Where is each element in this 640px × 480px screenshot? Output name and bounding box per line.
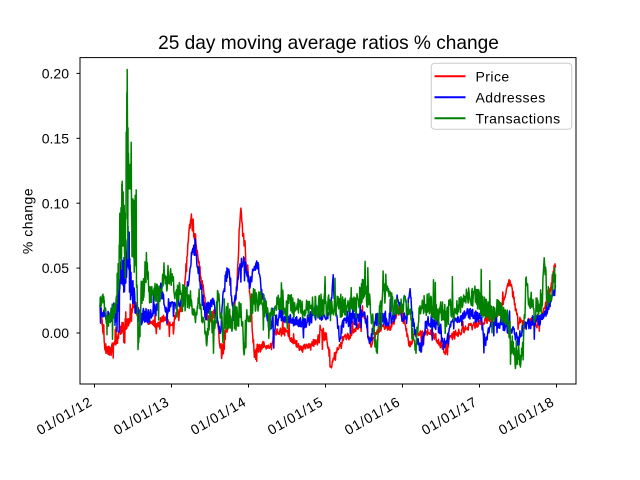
svg-text:01/01/17: 01/01/17 [419, 393, 480, 438]
svg-text:0.10: 0.10 [42, 195, 69, 211]
svg-text:01/01/16: 01/01/16 [342, 393, 403, 438]
svg-text:01/01/13: 01/01/13 [111, 393, 172, 438]
svg-text:01/01/15: 01/01/15 [265, 393, 326, 438]
svg-text:01/01/14: 01/01/14 [188, 393, 249, 438]
svg-text:Addresses: Addresses [476, 89, 546, 105]
svg-text:01/01/18: 01/01/18 [496, 393, 557, 438]
svg-text:0.15: 0.15 [42, 130, 69, 146]
svg-text:0.00: 0.00 [42, 325, 69, 341]
svg-text:0.20: 0.20 [42, 66, 69, 82]
svg-text:0.05: 0.05 [42, 260, 69, 276]
svg-text:Transactions: Transactions [476, 110, 561, 126]
svg-text:01/01/12: 01/01/12 [34, 393, 95, 438]
svg-text:25 day moving average ratios %: 25 day moving average ratios % change [158, 33, 499, 54]
svg-text:Price: Price [476, 68, 510, 84]
svg-text:% change: % change [20, 188, 36, 254]
